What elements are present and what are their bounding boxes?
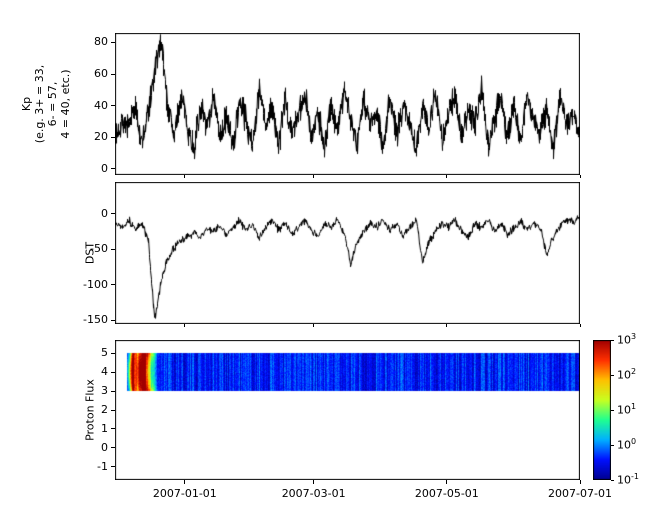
- dst-y-tick-label: -100: [83, 277, 108, 291]
- colorbar-tick-label: 101: [617, 402, 637, 417]
- dst-x-tick-mark: [580, 324, 581, 327]
- dst-y-tick-label: -50: [90, 242, 108, 256]
- flux-y-tick-mark: [111, 428, 115, 429]
- kp-y-tick-label: 0: [101, 161, 108, 175]
- flux-y-tick-mark: [111, 391, 115, 392]
- dst-y-tick-mark: [111, 320, 115, 321]
- kp-x-tick-mark: [184, 175, 185, 178]
- kp-x-tick-mark: [446, 175, 447, 178]
- colorbar-canvas: [593, 340, 611, 480]
- kp-y-tick-label: 20: [94, 130, 108, 144]
- flux-x-tick-mark: [580, 480, 581, 484]
- kp-x-tick-mark: [313, 175, 314, 178]
- flux-y-tick-label: -1: [97, 459, 108, 473]
- flux-x-tick-mark: [313, 480, 314, 484]
- dst-y-tick-label: 0: [101, 206, 108, 220]
- flux-x-tick-mark: [184, 480, 185, 484]
- dst-y-tick-mark: [111, 284, 115, 285]
- flux-y-tick-label: 4: [101, 365, 108, 379]
- colorbar-tick-mark: [611, 480, 614, 481]
- kp-y-tick-mark: [111, 168, 115, 169]
- kp-y-tick-mark: [111, 74, 115, 75]
- flux-y-tick-mark: [111, 466, 115, 467]
- colorbar-tick-label: 102: [617, 367, 637, 382]
- flux-y-tick-label: 5: [101, 346, 108, 360]
- x-tick-label: 2007-03-01: [281, 487, 346, 500]
- colorbar-tick-label: 10-1: [617, 472, 639, 487]
- flux-y-tick-label: 1: [101, 421, 108, 435]
- colorbar-tick-mark: [611, 445, 614, 446]
- kp-y-tick-mark: [111, 137, 115, 138]
- x-tick-label: 2007-07-01: [548, 487, 612, 500]
- flux-y-tick-mark: [111, 410, 115, 411]
- dst-x-tick-mark: [184, 324, 185, 327]
- x-tick-label: 2007-01-01: [152, 487, 217, 500]
- kp-x-tick-mark: [580, 175, 581, 178]
- flux-y-tick-mark: [111, 353, 115, 354]
- flux-y-tick-mark: [111, 372, 115, 373]
- flux-y-tick-label: 3: [101, 384, 108, 398]
- kp-plot-canvas: [115, 33, 580, 175]
- x-tick-label: 2007-05-01: [414, 487, 479, 500]
- colorbar-tick-label: 103: [617, 332, 637, 347]
- kp-y-tick-label: 40: [94, 98, 108, 112]
- dst-x-tick-mark: [313, 324, 314, 327]
- flux-x-tick-mark: [446, 480, 447, 484]
- kp-y-tick-mark: [111, 105, 115, 106]
- dst-y-tick-mark: [111, 213, 115, 214]
- colorbar-tick-mark: [611, 410, 614, 411]
- kp-y-tick-label: 80: [94, 35, 108, 49]
- flux-y-tick-label: 0: [101, 440, 108, 454]
- dst-x-tick-mark: [446, 324, 447, 327]
- kp-y-tick-label: 60: [94, 67, 108, 81]
- colorbar-tick-label: 100: [617, 437, 637, 452]
- colorbar-tick-mark: [611, 340, 614, 341]
- dst-y-tick-mark: [111, 249, 115, 250]
- kp-y-tick-mark: [111, 42, 115, 43]
- dst-y-tick-label: -150: [83, 313, 108, 327]
- proton-flux-spectrogram-canvas: [115, 340, 580, 480]
- colorbar-tick-mark: [611, 375, 614, 376]
- dst-plot-canvas: [115, 182, 580, 324]
- flux-y-tick-mark: [111, 447, 115, 448]
- flux-y-tick-label: 2: [101, 403, 108, 416]
